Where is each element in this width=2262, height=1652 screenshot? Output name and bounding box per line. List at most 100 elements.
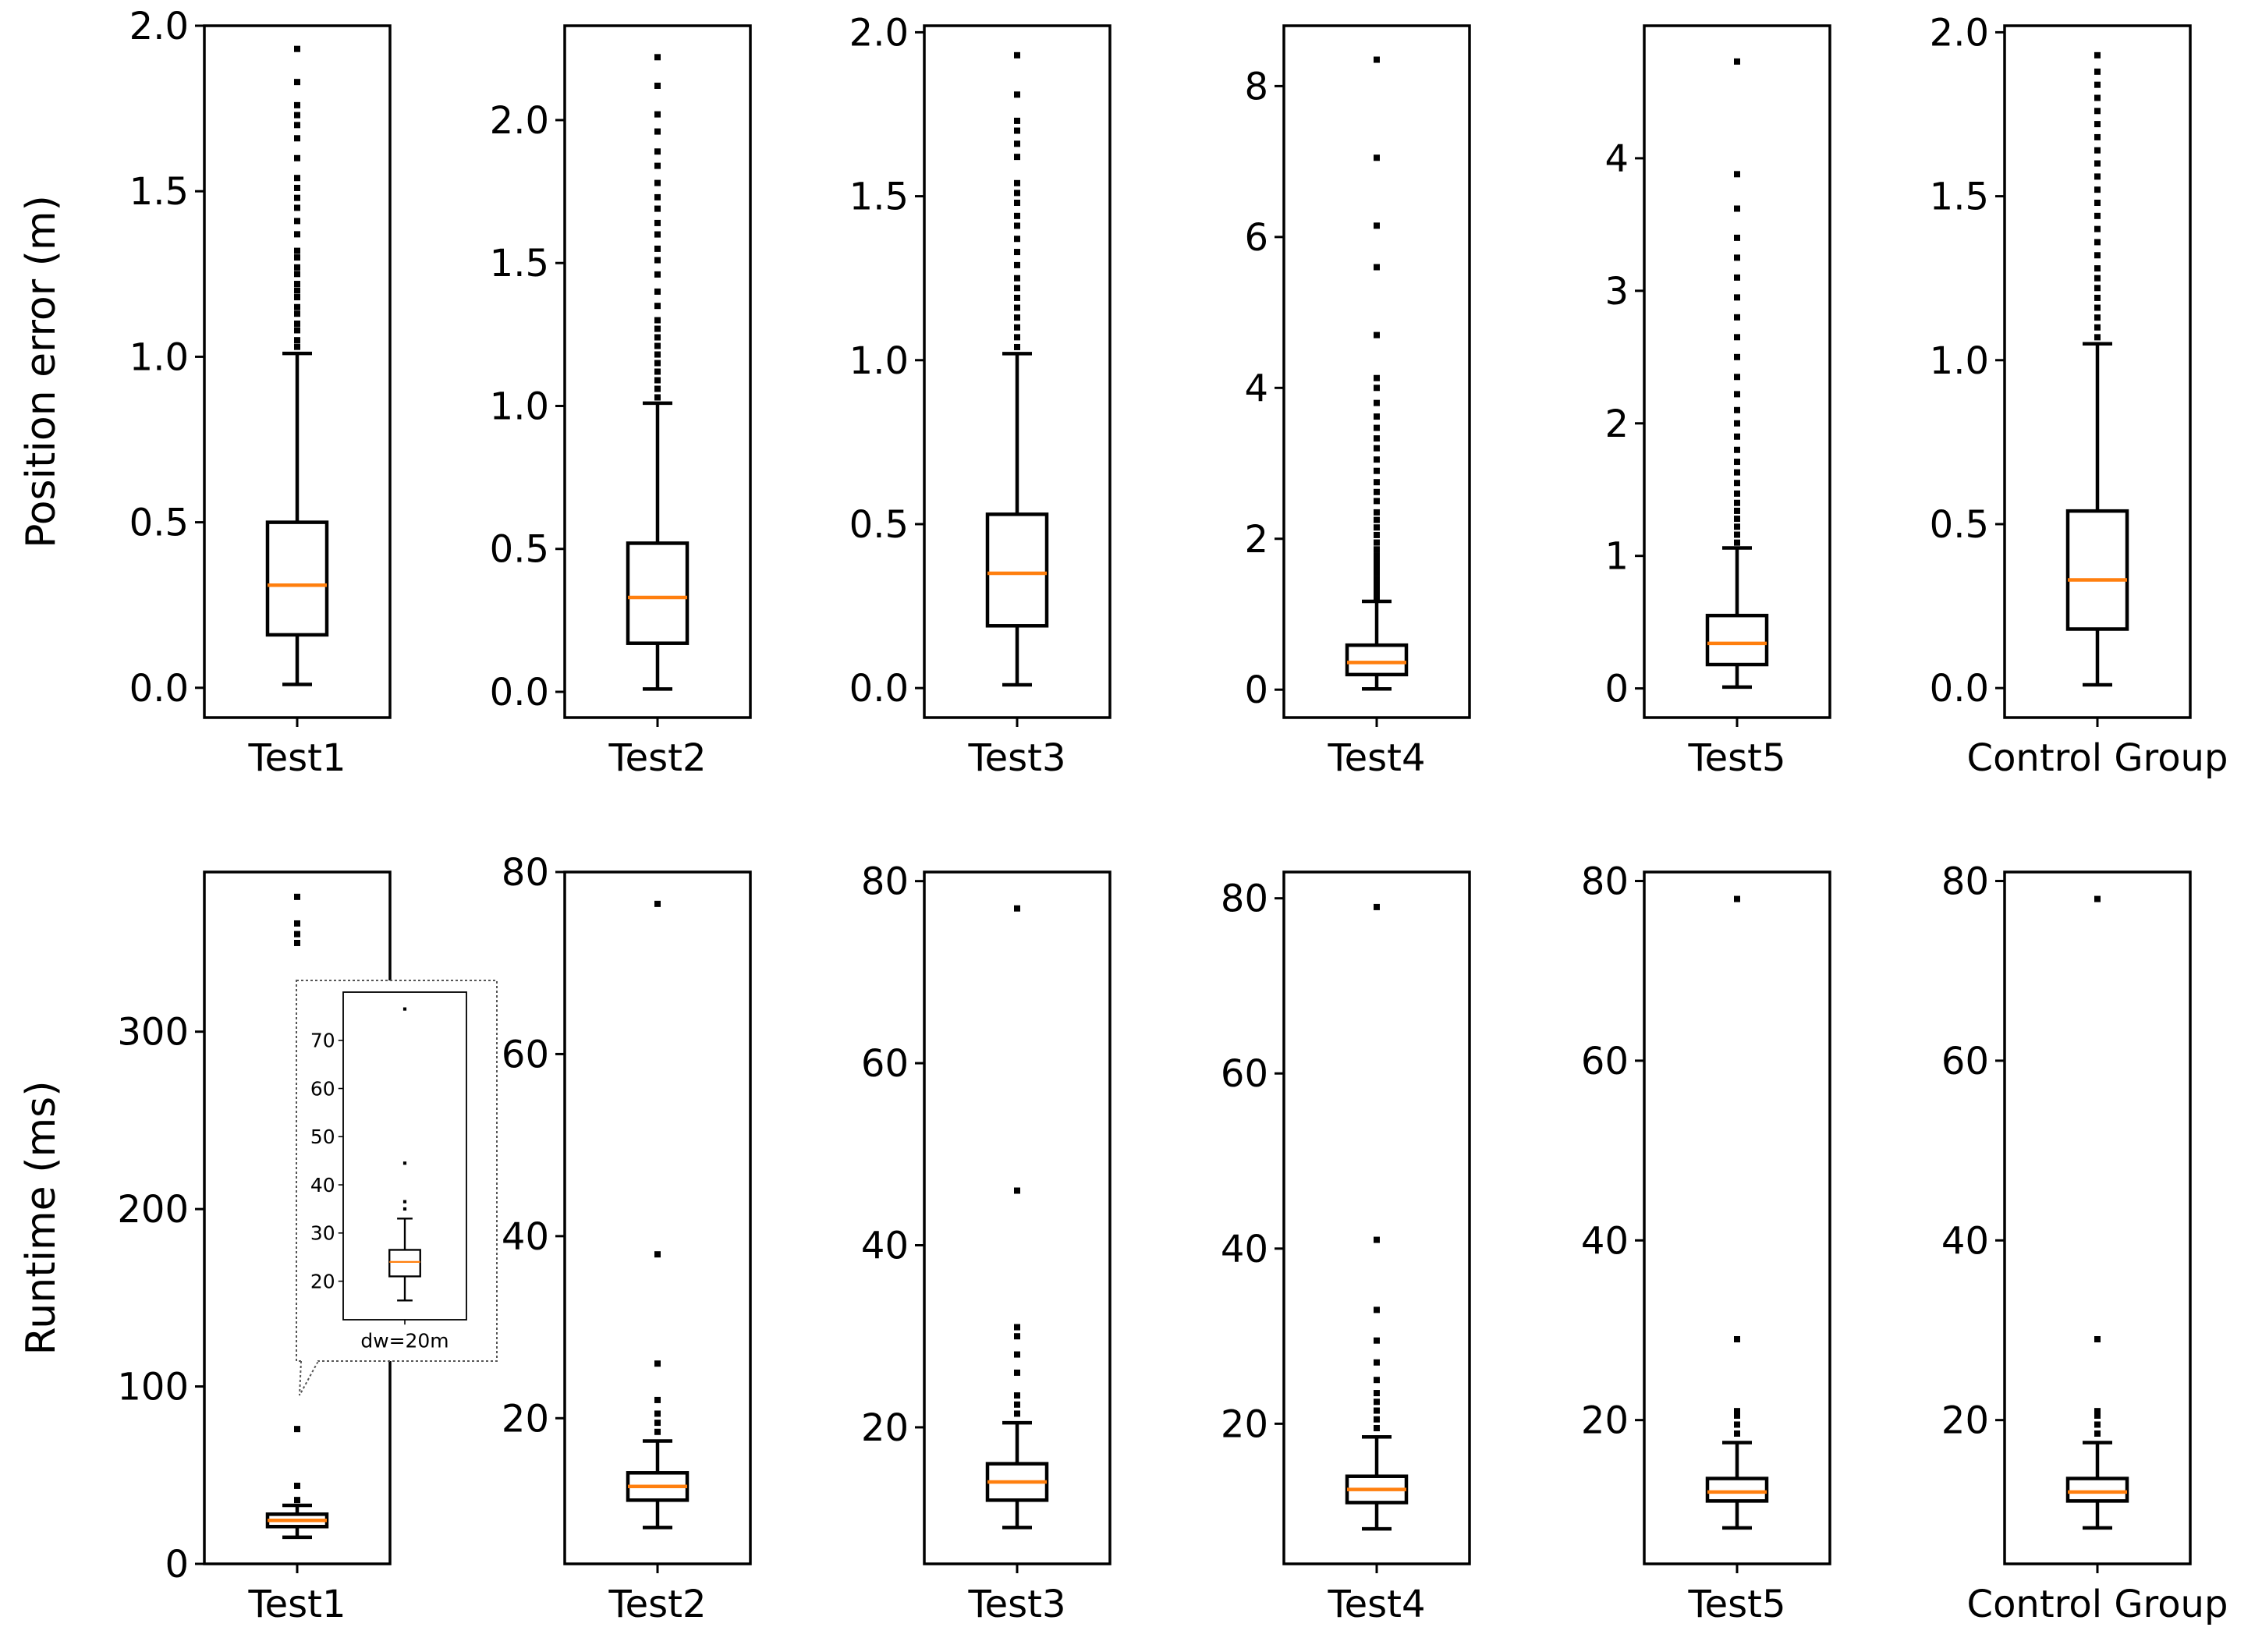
panel-5-iqr-box (1705, 613, 1769, 667)
panel-3-ytick-label: 0.5 (849, 503, 909, 547)
panel-7-outlier-point (294, 920, 300, 927)
panel-3-outlier-point (1014, 236, 1020, 243)
panel-2-outlier-point (654, 334, 661, 341)
panel-10-outlier-point (1374, 1424, 1380, 1431)
panel-1-outlier-point (294, 45, 300, 52)
panel-6-outlier-point (2094, 285, 2101, 292)
panel-1-outlier-point (294, 303, 300, 310)
panel-5-outlier-point (1734, 314, 1740, 321)
panel-4-outlier-point (1374, 456, 1380, 463)
panel-4-outlier-point (1374, 385, 1380, 392)
panel-3-ytick-label: 1.5 (849, 175, 909, 219)
panel-5-outlier-point (1734, 391, 1740, 398)
panel-5-outlier-point (1734, 374, 1740, 381)
panel-2-outlier-point (654, 205, 661, 212)
panel-9-category-label: Test3 (967, 1583, 1065, 1626)
panel-12-category-label: Control Group (1967, 1583, 2228, 1626)
panel-4-outlier-point (1374, 424, 1380, 431)
panel-2-outlier-point (654, 385, 661, 392)
panel-10-outlier-point (1374, 1407, 1380, 1414)
panel-5-outlier-point (1734, 490, 1740, 497)
panel-12-iqr-box (2065, 1477, 2129, 1503)
panel-12-ytick-label: 80 (1941, 860, 1989, 904)
panel-7-ytick-label: 0 (165, 1543, 189, 1586)
panel-6-outlier-point (2094, 200, 2101, 207)
panel-4-outlier-point (1374, 546, 1380, 553)
panel-9-outlier-point (1014, 1369, 1020, 1376)
panel-2-outlier-point (654, 271, 661, 278)
panel-1-outlier-point (294, 79, 300, 86)
panel-3-outlier-point (1014, 117, 1020, 124)
panel-1-outlier-point (294, 327, 300, 334)
panel-5-outlier-point (1734, 254, 1740, 261)
panel-4-outlier-point (1374, 56, 1380, 63)
panel-2-ytick-label: 0.5 (490, 528, 549, 572)
panel-11-ytick-label: 20 (1581, 1399, 1629, 1443)
panel-2-outlier-point (654, 377, 661, 384)
panel-6-outlier-point (2094, 94, 2101, 101)
panel-11-outlier-point (1734, 1408, 1740, 1415)
panel-4-outlier-point (1374, 576, 1380, 583)
panel-3-outlier-point (1014, 190, 1020, 197)
panel-12-outlier-point (2094, 1412, 2101, 1419)
panel-1-outlier-point (294, 112, 300, 119)
panel-3-outlier-point (1014, 140, 1020, 147)
panel-10-ytick-label: 20 (1221, 1402, 1268, 1446)
panel-3-outlier-point (1014, 51, 1020, 58)
panel-4-outlier-point (1374, 445, 1380, 452)
panel-100-ytick-label: 50 (310, 1126, 335, 1148)
panel-12-ytick-label: 60 (1941, 1040, 1989, 1083)
panel-3-outlier-point (1014, 343, 1020, 350)
panel-4-outlier-point (1374, 596, 1380, 603)
panel-12-outlier-point (2094, 895, 2101, 902)
panel-6-outlier-point (2094, 133, 2101, 140)
panel-5-outlier-point (1734, 539, 1740, 546)
panel-1-outlier-point (294, 271, 300, 278)
panel-1-outlier-point (294, 194, 300, 201)
panel-5-outlier-point (1734, 420, 1740, 427)
panel-5-category-label: Test5 (1687, 736, 1785, 780)
panel-10-outlier-point (1374, 1377, 1380, 1384)
panel-2-outlier-point (654, 231, 661, 238)
panel-6-outlier-point (2094, 314, 2101, 321)
panel-4-ytick-label: 8 (1244, 65, 1268, 108)
panel-1-ylabel: Position error (m) (18, 195, 65, 548)
panel-9-outlier-point (1014, 1410, 1020, 1417)
panel-8-ytick-label: 20 (502, 1397, 549, 1441)
panel-9-outlier-point (1014, 1333, 1020, 1340)
panel-1-ytick-label: 1.5 (129, 170, 189, 214)
panel-1-outlier-point (294, 122, 300, 129)
panel-11-outlier-point (1734, 1421, 1740, 1428)
panel-7-outlier-point (294, 939, 300, 946)
panel-6-outlier-point (2094, 68, 2101, 75)
panel-5-outlier-point (1734, 406, 1740, 413)
panel-7-outlier-point (294, 893, 300, 900)
panel-3-outlier-point (1014, 294, 1020, 301)
panel-4-outlier-point (1374, 586, 1380, 593)
panel-4-outlier-point (1374, 264, 1380, 271)
panel-4-outlier-point (1374, 222, 1380, 229)
panel-3-outlier-point (1014, 222, 1020, 229)
panel-2-outlier-point (654, 162, 661, 169)
panel-11-outlier-point (1734, 1336, 1740, 1343)
panel-100-ytick-label: 20 (310, 1270, 335, 1292)
panel-2-ytick-label: 0.0 (490, 671, 549, 714)
panel-11-category-label: Test5 (1687, 1583, 1785, 1626)
panel-6-outlier-point (2094, 81, 2101, 88)
panel-6-outlier-point (2094, 51, 2101, 58)
panel-1-outlier-point (294, 231, 300, 238)
panel-1-outlier-point (294, 264, 300, 271)
panel-2-ytick-label: 1.5 (490, 242, 549, 285)
panel-100-outlier-point (402, 1007, 407, 1011)
panel-11-iqr-box (1705, 1477, 1769, 1503)
panel-10-outlier-point (1374, 1390, 1380, 1397)
panel-8-ytick-label: 60 (502, 1033, 549, 1076)
panel-2-outlier-point (654, 317, 661, 324)
panel-10-outlier-point (1374, 1416, 1380, 1423)
panel-6-outlier-point (2094, 324, 2101, 331)
panel-7-category-label: Test1 (247, 1583, 346, 1626)
panel-5-outlier-point (1734, 516, 1740, 523)
panel-6-outlier-point (2094, 252, 2101, 259)
panel-2-outlier-point (654, 368, 661, 375)
panel-3-outlier-point (1014, 179, 1020, 186)
